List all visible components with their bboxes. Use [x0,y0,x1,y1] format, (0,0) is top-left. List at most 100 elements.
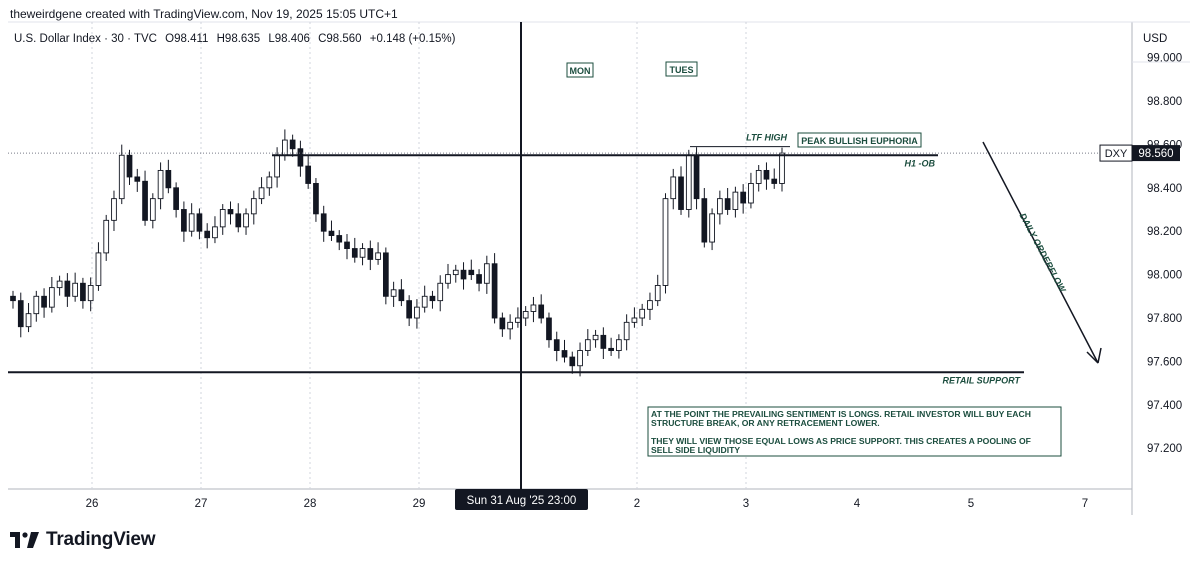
candle [95,252,102,286]
candle [600,334,607,349]
x-tick-label: 5 [968,498,974,510]
tradingview-logo[interactable]: TradingView [10,529,156,551]
candle [41,295,47,308]
candle [266,176,273,189]
candle [592,334,599,341]
x-tick-label: 7 [1082,498,1088,510]
candle [274,154,280,178]
x-tick-label: 3 [743,498,749,510]
candle [546,317,552,341]
candle [390,289,397,297]
y-tick-label: 97.600 [1147,356,1182,368]
candle [616,339,622,352]
candle [538,304,545,319]
tues-label: TUES [669,65,693,75]
candle [755,169,762,184]
x-tick-label: 27 [195,498,208,510]
retail-support-label: RETAIL SUPPORT [942,375,1021,385]
candle [717,198,723,215]
candle [662,198,669,286]
chart-attribution: theweirdgene created with TradingView.co… [10,7,398,21]
candle [157,169,164,200]
candle [530,304,537,312]
candle [80,282,86,302]
x-tick-label: 29 [413,498,426,510]
candle [468,269,475,276]
candle [165,169,172,189]
currency-label: USD [1143,33,1168,45]
y-tick-label: 98.800 [1147,96,1182,108]
candle [499,317,506,330]
ohlc-close: C98.560 [318,33,362,45]
candle [771,178,778,184]
candle [748,183,754,204]
candle [522,311,529,319]
candle [25,313,32,328]
candle [460,269,467,280]
candle [779,152,785,184]
candle [483,263,490,284]
candle [313,183,319,215]
candle [235,213,242,228]
levels: H1 -OB RETAIL SUPPORT LTF HIGH [8,133,1100,385]
ohlc-high: H98.635 [216,33,261,45]
brand-name: TradingView [46,529,156,550]
candle [134,176,141,182]
candle [305,165,312,184]
candle [577,350,583,367]
candle [188,213,195,232]
y-tick-label: 98.200 [1147,226,1182,238]
candle [289,139,296,150]
candle [406,300,413,319]
y-tick-label: 97.800 [1147,313,1182,325]
peak-label: PEAK BULLISH EUPHORIA [801,136,918,146]
candle [623,321,630,341]
candle [763,169,770,180]
crosshair-label-box [455,489,588,510]
candle [204,230,211,239]
candle [33,295,40,315]
candle [173,187,179,210]
ohlc-open: O98.411 [165,33,209,45]
candle [375,252,381,260]
candle [437,282,444,302]
candle [48,287,55,308]
candle [196,213,203,232]
price-change: +0.148 (+0.15%) [369,33,456,45]
candle [452,269,459,276]
candle [553,339,560,352]
candle [111,198,117,221]
y-tick-label: 97.400 [1147,400,1182,412]
candles [10,129,785,377]
crosshair-label: Sun 31 Aug '25 23:00 [467,495,577,507]
candle [732,191,739,210]
candle [398,289,405,302]
candle [367,248,374,260]
note-line-4: SELL SIDE LIQUIDITY [651,445,740,455]
candle [740,191,747,204]
candle [654,285,661,302]
y-tick-label: 98.400 [1147,183,1182,195]
mon-box [566,62,594,78]
tues-box [665,61,698,77]
candle [382,252,389,297]
candle [72,282,78,297]
candle [219,209,226,228]
candle [87,285,94,302]
candle [320,213,327,232]
orderflow-arrowhead [1086,347,1102,364]
symbol-name[interactable]: U.S. Dollar Index · 30 · TVC [14,33,157,45]
candle [693,154,700,200]
x-tick-label: 2 [634,498,640,510]
candle [359,248,366,258]
candle [631,317,638,323]
candle [328,230,335,236]
ltf-high-label: LTF HIGH [746,133,787,143]
candle [227,209,234,215]
ohlc-low: L98.406 [268,33,310,45]
candle [297,148,304,167]
note-box [647,406,1062,457]
candle [685,154,692,210]
note-line-1: AT THE POINT THE PREVAILING SENTIMENT IS… [651,409,1031,419]
